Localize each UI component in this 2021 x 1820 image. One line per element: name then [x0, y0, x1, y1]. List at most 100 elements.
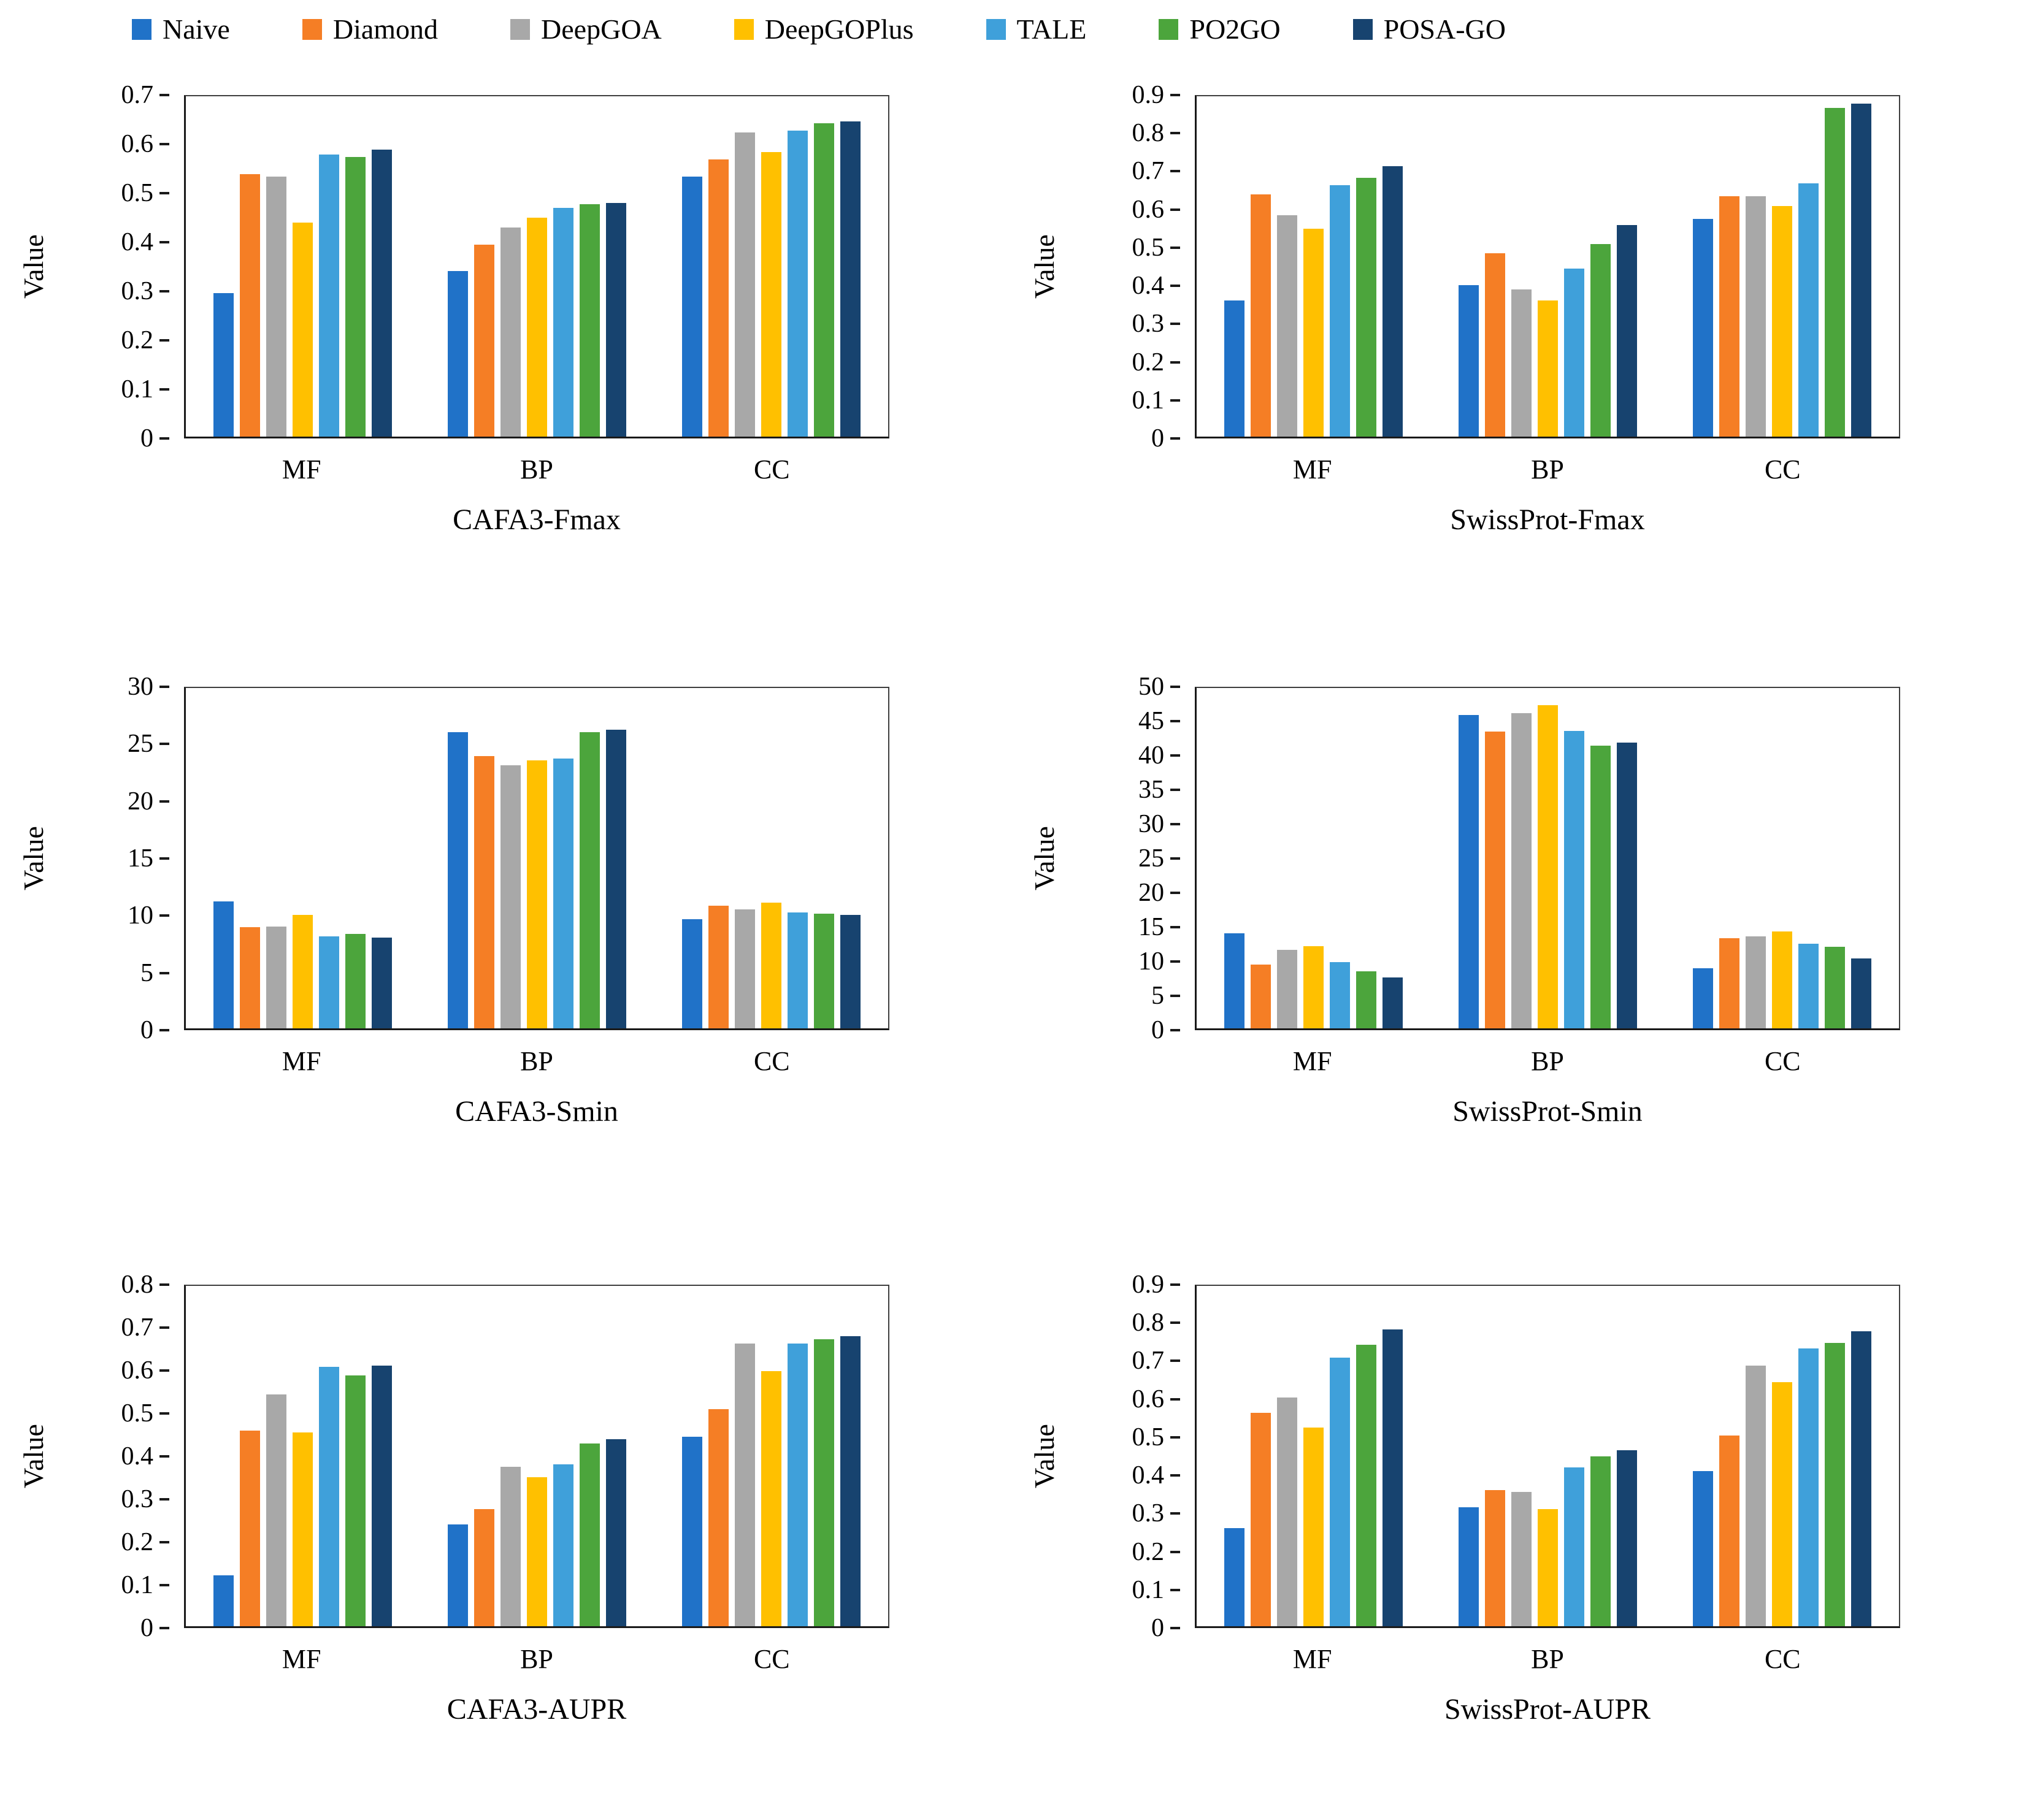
bar-posa-go-mf	[372, 150, 393, 437]
legend-label: PO2GO	[1189, 13, 1281, 45]
plot-area	[1195, 687, 1900, 1030]
bar-naive-mf	[213, 293, 234, 437]
legend-item-posa-go: POSA-GO	[1352, 15, 1506, 44]
bar-group-bp	[1458, 96, 1637, 437]
bar-group-cc	[1692, 1286, 1871, 1626]
legend-label: Naive	[163, 13, 230, 45]
y-tick-label: 50	[1138, 673, 1164, 701]
y-tick-label: 0.1	[1132, 1575, 1165, 1604]
bar-diamond-bp	[1484, 1490, 1505, 1626]
bar-diamond-cc	[708, 906, 729, 1028]
bar-po2go-mf	[1356, 971, 1377, 1028]
y-tick-label: 0.1	[1132, 386, 1165, 415]
x-tick-label-bp: BP	[520, 1046, 553, 1076]
chart-cafa3-aupr: Value 0 0.1 0.2 0.3 0.4 0.5 0.6 0.7 0.8 MF BP CC C…	[0, 1248, 1011, 1812]
bar-diamond-cc	[1719, 1435, 1739, 1626]
bar-naive-bp	[1458, 1507, 1479, 1626]
bar-diamond-mf	[1251, 1412, 1271, 1626]
bar-deepgoa-bp	[1511, 289, 1532, 437]
bar-po2go-bp	[579, 732, 600, 1028]
bar-posa-go-mf	[1382, 1329, 1403, 1626]
bar-group-mf	[1224, 1286, 1403, 1626]
bar-posa-go-cc	[1850, 104, 1871, 437]
x-tick-label-mf: MF	[282, 454, 321, 484]
x-axis-ticks: MF BP CC	[1195, 1046, 1900, 1077]
x-tick-label-bp: BP	[1531, 454, 1564, 484]
bar-naive-mf	[1224, 1528, 1245, 1626]
bar-posa-go-bp	[1616, 1450, 1637, 1626]
bar-tale-cc	[787, 912, 808, 1028]
y-tick-label: 0.3	[1132, 310, 1165, 338]
y-axis-label: Value	[18, 826, 49, 891]
bar-group-cc	[681, 688, 861, 1028]
bar-tale-cc	[1798, 944, 1819, 1028]
y-tick-label: 0.4	[1132, 1461, 1165, 1490]
bar-po2go-mf	[345, 934, 366, 1028]
y-tick-label: 0.9	[1132, 1271, 1165, 1299]
y-tick-label: 0.7	[121, 81, 154, 109]
bar-po2go-mf	[1356, 177, 1377, 437]
y-tick-label: 0.5	[1132, 1423, 1165, 1451]
bar-naive-mf	[213, 901, 234, 1028]
bar-diamond-mf	[240, 174, 261, 437]
bar-group-bp	[447, 96, 626, 437]
bar-tale-mf	[319, 936, 340, 1028]
bar-deepgoa-mf	[266, 1394, 287, 1626]
bar-tale-mf	[1330, 1358, 1351, 1626]
bar-naive-bp	[447, 1524, 468, 1626]
y-tick-label: 15	[1138, 913, 1164, 941]
bar-tale-mf	[319, 155, 340, 437]
legend-item-diamond: Diamond	[302, 15, 438, 44]
y-tick-label: 0.6	[121, 1356, 154, 1385]
bar-diamond-mf	[1251, 964, 1271, 1028]
y-tick-label: 0.6	[1132, 1385, 1165, 1413]
bar-deepgoplus-mf	[1303, 228, 1324, 437]
bar-naive-cc	[681, 176, 702, 437]
chart-legend: Naive Diamond DeepGOA DeepGOPlus TALE PO2GO PO…	[132, 11, 1506, 48]
bar-deepgoplus-cc	[761, 902, 781, 1028]
bar-diamond-mf	[240, 1430, 261, 1626]
y-axis-label: Value	[1029, 234, 1060, 299]
bar-tale-cc	[1798, 1348, 1819, 1626]
bar-diamond-cc	[1719, 938, 1739, 1028]
y-tick-label: 35	[1138, 776, 1164, 804]
chart-cafa3-smin: Value 0 5 10 15 20 25 30 MF BP CC CAFA3-Smin	[0, 650, 1011, 1248]
bar-posa-go-bp	[1616, 224, 1637, 437]
y-tick-label: 0.7	[1132, 157, 1165, 186]
bar-po2go-cc	[1824, 107, 1845, 437]
legend-item-naive: Naive	[132, 15, 230, 44]
bar-deepgoplus-bp	[1537, 1508, 1558, 1626]
y-tick-label: 0.7	[1132, 1347, 1165, 1375]
bar-naive-cc	[1692, 968, 1713, 1028]
y-tick-label: 0	[1151, 424, 1164, 453]
chart-swissprot-fmax: Value 0 0.1 0.2 0.3 0.4 0.5 0.6 0.7 0.8 0.9 MF BP C…	[1011, 58, 2021, 650]
bar-deepgoa-cc	[734, 1343, 755, 1626]
bar-group-bp	[1458, 1286, 1637, 1626]
y-tick-label: 0.3	[121, 277, 154, 305]
y-tick-label: 5	[140, 958, 153, 987]
y-tick-label: 0.1	[121, 1571, 154, 1599]
y-tick-label: 0.8	[121, 1271, 154, 1299]
chart-title: CAFA3-AUPR	[447, 1693, 627, 1726]
bar-naive-cc	[1692, 219, 1713, 437]
legend-item-po2go: PO2GO	[1159, 13, 1281, 45]
y-tick-label: 0.2	[121, 1528, 154, 1556]
plot-area	[1195, 95, 1900, 438]
bar-group-mf	[1224, 688, 1403, 1028]
y-tick-label: 5	[1151, 982, 1164, 1010]
x-axis-ticks: MF BP CC	[184, 1046, 889, 1077]
y-tick-label: 0.3	[121, 1485, 154, 1513]
y-axis-ticks: 0 0.1 0.2 0.3 0.4 0.5 0.6 0.7 0.8 0.9	[1084, 1272, 1183, 1641]
y-tick-label: 0.2	[1132, 348, 1165, 377]
legend-item-tale: TALE	[986, 13, 1087, 45]
y-tick-label: 0.4	[121, 1442, 154, 1470]
bar-posa-go-bp	[605, 730, 626, 1028]
bar-deepgoa-cc	[734, 132, 755, 437]
bar-deepgoa-mf	[1277, 950, 1298, 1028]
y-tick-label: 0.7	[121, 1313, 154, 1342]
bar-group-cc	[681, 1286, 861, 1626]
x-tick-label-cc: CC	[1764, 454, 1801, 484]
legend-label: TALE	[1016, 13, 1087, 45]
bar-diamond-cc	[708, 159, 729, 437]
bar-po2go-cc	[1824, 946, 1845, 1028]
